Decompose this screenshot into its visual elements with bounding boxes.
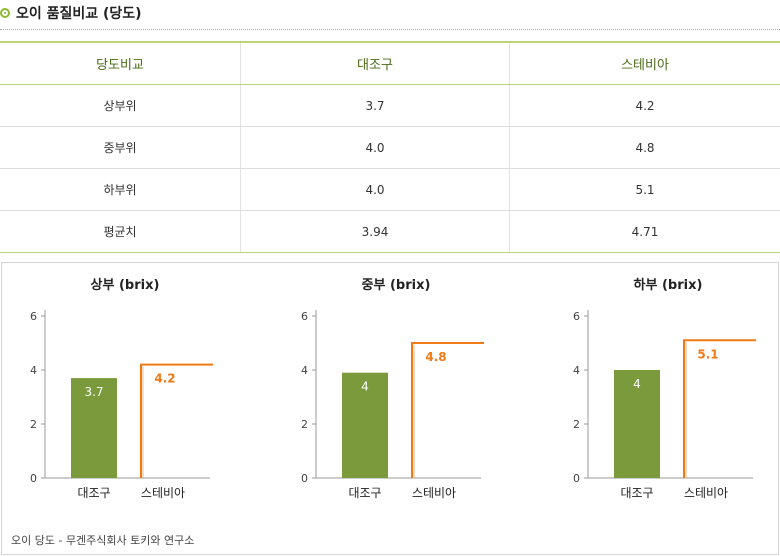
table-cell: 4.2 [509, 84, 780, 127]
data-label: 4 [361, 380, 369, 394]
table-header-cell: 당도비교 [0, 41, 241, 85]
title-divider [0, 29, 780, 30]
category-label: 대조구 [77, 486, 110, 500]
table-row: 평균치 3.94 4.71 [0, 210, 780, 253]
bar-control [342, 372, 388, 478]
table-cell: 평균치 [0, 210, 241, 253]
data-label: 5.1 [697, 347, 718, 361]
y-tick-label: 4 [30, 364, 37, 377]
category-label: 스테비아 [684, 486, 728, 500]
y-tick-label: 2 [301, 418, 308, 431]
table-cell: 중부위 [0, 126, 241, 169]
bar-stevia [683, 339, 756, 478]
table-cell: 3.94 [240, 210, 510, 253]
category-label: 스테비아 [141, 486, 185, 500]
source-caption: 오이 당도 - 무겐주식회사 토키와 연구소 [11, 534, 195, 547]
table-cell: 4.0 [240, 126, 510, 169]
table-header-cell: 대조구 [240, 41, 510, 85]
circle-bullet-icon [0, 8, 10, 18]
table-cell: 하부위 [0, 168, 241, 211]
chart-title: 하부 (brix) [634, 277, 703, 293]
data-label: 4.8 [425, 350, 446, 364]
table-header-row: 당도비교 대조구 스테비아 [0, 41, 780, 85]
y-tick-label: 0 [30, 472, 37, 485]
table-header-cell: 스테비아 [509, 41, 780, 85]
table-row: 하부위 4.0 5.1 [0, 168, 780, 211]
y-tick-label: 4 [301, 364, 308, 377]
data-label: 4.2 [154, 372, 175, 386]
category-label: 대조구 [620, 486, 653, 500]
bar-control [71, 378, 117, 478]
y-tick-label: 6 [573, 310, 580, 323]
y-tick-label: 0 [573, 472, 580, 485]
y-tick-label: 2 [573, 418, 580, 431]
category-label: 스테비아 [412, 486, 456, 500]
section-title: 오이 품질비교 (당도) [0, 0, 142, 26]
chart-title: 중부 (brix) [362, 278, 431, 293]
table-cell: 5.1 [509, 168, 780, 211]
bar-control [614, 370, 660, 478]
table-cell: 4.8 [509, 126, 780, 169]
y-tick-label: 0 [301, 472, 308, 485]
y-tick-label: 6 [301, 310, 308, 323]
section-title-text: 오이 품질비교 (당도) [16, 6, 142, 22]
table-cell: 4.71 [509, 210, 780, 253]
y-tick-label: 6 [30, 310, 37, 323]
comparison-table: 당도비교 대조구 스테비아 상부위 3.7 4.2 중부위 4.0 4.8 하부… [0, 41, 780, 253]
bar-stevia [411, 342, 484, 478]
data-label: 3.7 [84, 385, 103, 399]
chart-title: 상부 (brix) [91, 278, 160, 293]
charts-panel [1, 262, 779, 555]
table-cell: 3.7 [240, 84, 510, 127]
table-cell: 4.0 [240, 168, 510, 211]
table-cell: 상부위 [0, 84, 241, 127]
y-tick-label: 4 [573, 364, 580, 377]
data-label: 4 [633, 377, 641, 391]
bar-stevia [140, 363, 213, 478]
table-row: 중부위 4.0 4.8 [0, 126, 780, 169]
table-row: 상부위 3.7 4.2 [0, 84, 780, 127]
y-tick-label: 2 [30, 418, 37, 431]
category-label: 대조구 [348, 486, 381, 500]
